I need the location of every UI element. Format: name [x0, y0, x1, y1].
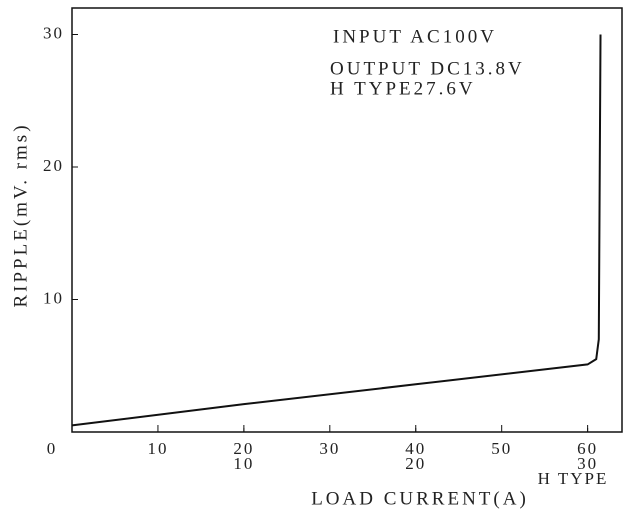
annotation: INPUT AC100V	[333, 26, 497, 47]
x-axis-label: LOAD CURRENT(A)	[311, 488, 529, 509]
x-tick-label: 0	[47, 439, 58, 458]
data-line	[71, 34, 602, 427]
x2-tick-label: 10	[233, 454, 254, 473]
x-tick-label: 20	[233, 439, 254, 458]
annotation: OUTPUT DC13.8V	[330, 58, 525, 79]
x-tick-label: 40	[405, 439, 426, 458]
x-tick-label: 30	[319, 439, 340, 458]
plot-frame	[71, 7, 623, 433]
x-tick-label: 10	[147, 439, 168, 458]
x-tick-label: 60	[577, 439, 598, 458]
y-axis-label: RIPPLE(mV. rms)	[10, 122, 31, 307]
y-tick-label: 10	[43, 288, 64, 307]
x-tick-label: 50	[491, 439, 512, 458]
x2-axis-label: H TYPE	[538, 469, 609, 488]
x2-tick-label: 20	[405, 454, 426, 473]
y-tick-label: 30	[43, 23, 64, 42]
y-tick-label: 20	[43, 156, 64, 175]
x2-tick-label: 30	[577, 454, 598, 473]
annotation: H TYPE27.6V	[330, 78, 476, 99]
